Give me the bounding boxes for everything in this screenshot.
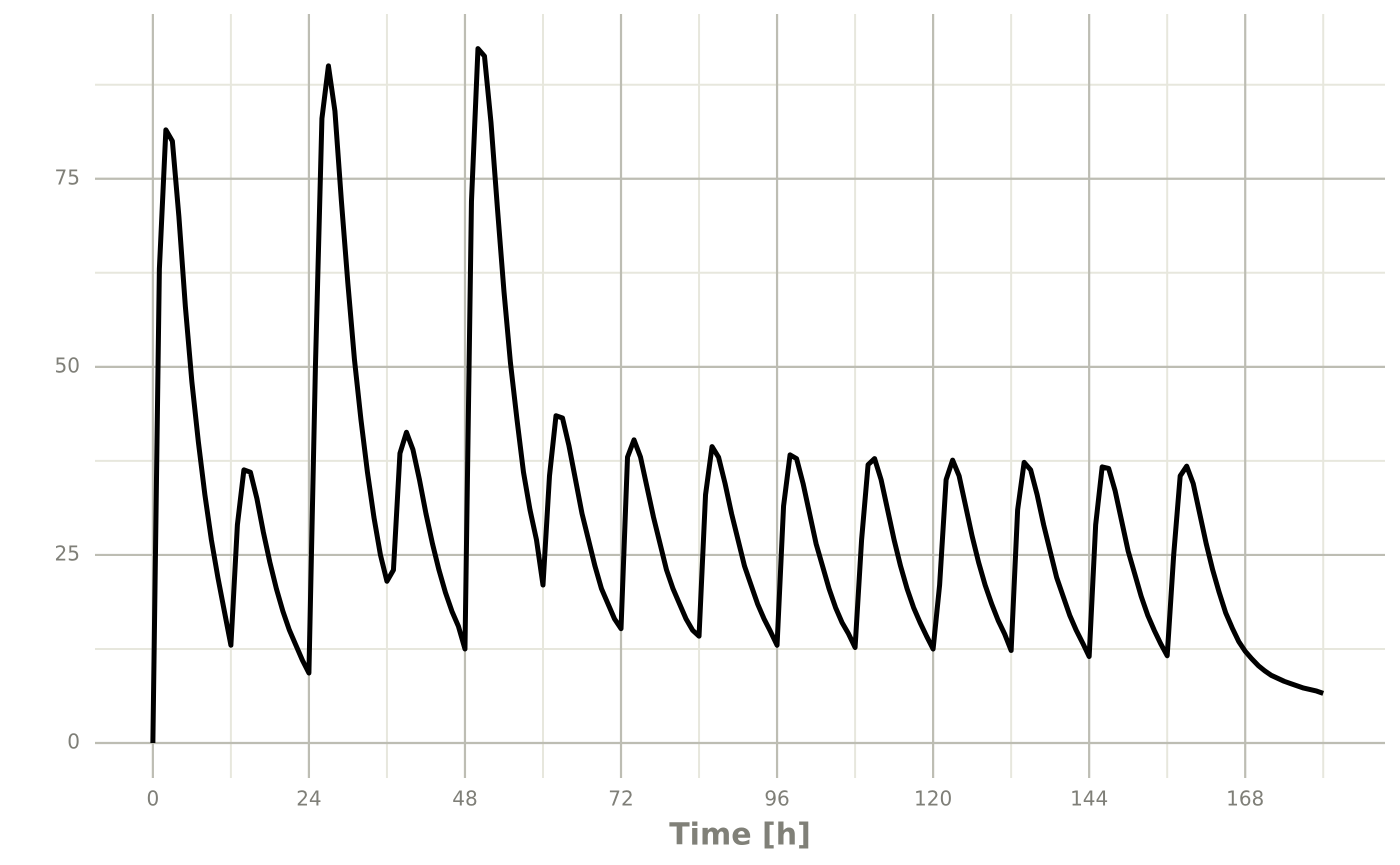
x-tick-label: 24: [296, 787, 321, 811]
x-tick-label: 96: [764, 787, 789, 811]
x-tick-label: 72: [608, 787, 633, 811]
x-tick-label: 144: [1070, 787, 1108, 811]
x-axis-title: Time [h]: [669, 818, 811, 853]
y-tick-label: 25: [55, 541, 80, 565]
x-tick-label: 0: [147, 787, 160, 811]
x-tick-label: 120: [914, 787, 952, 811]
data-line: [150, 46, 1325, 744]
y-tick-label: 50: [55, 353, 80, 377]
y-tick-label: 75: [55, 165, 80, 189]
y-tick-label: 0: [67, 730, 80, 754]
x-tick-label: 168: [1226, 787, 1264, 811]
x-tick-label: 48: [452, 787, 477, 811]
